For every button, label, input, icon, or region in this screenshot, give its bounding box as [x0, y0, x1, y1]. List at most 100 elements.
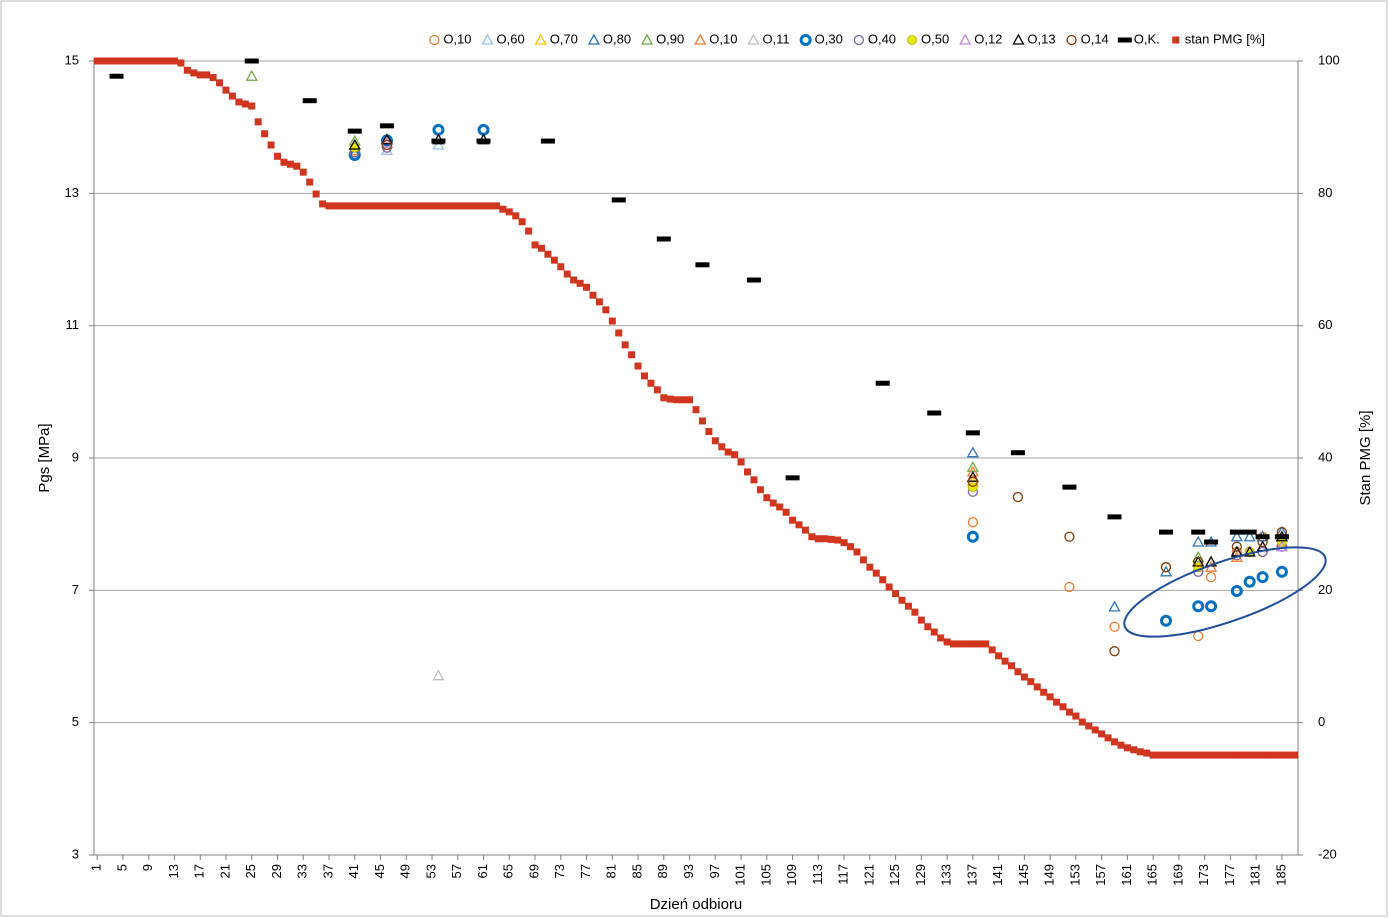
- data-point: [1130, 746, 1138, 754]
- data-point: [119, 57, 127, 65]
- x-tick-label: 5: [114, 864, 129, 871]
- data-point: [428, 202, 436, 210]
- data-point: [409, 202, 417, 210]
- data-point: [286, 160, 294, 168]
- data-point: [595, 298, 603, 306]
- data-point: [988, 646, 996, 654]
- data-point: [357, 202, 365, 210]
- data-point: [177, 59, 185, 67]
- y2-tick-label: 60: [1318, 317, 1332, 332]
- data-point: [904, 602, 912, 610]
- data-point: [872, 569, 880, 577]
- data-point: [834, 536, 842, 544]
- data-point: [1065, 708, 1073, 716]
- data-point: [1278, 751, 1286, 759]
- data-point: [106, 57, 114, 65]
- data-point: [1188, 751, 1196, 759]
- data-point: [950, 640, 958, 648]
- legend-label: O,30: [815, 31, 843, 46]
- data-point: [1220, 751, 1228, 759]
- x-tick-label: 109: [784, 864, 799, 886]
- data-point: [966, 470, 979, 482]
- data-point: [927, 410, 942, 416]
- data-point: [1201, 751, 1209, 759]
- data-point: [656, 236, 671, 242]
- legend-marker: [747, 33, 760, 45]
- legend-label: O,40: [868, 31, 896, 46]
- x-tick-label: 81: [604, 864, 619, 878]
- data-point: [744, 468, 752, 476]
- data-point: [692, 406, 700, 414]
- data-point: [1284, 751, 1292, 759]
- x-axis-title: Dzień odbioru: [650, 896, 743, 913]
- data-point: [1226, 751, 1234, 759]
- legend-item: O,12: [959, 31, 1002, 46]
- data-point: [499, 205, 507, 213]
- data-point: [859, 556, 867, 564]
- legend-item: O,80: [587, 31, 631, 46]
- x-tick-label: 137: [964, 864, 979, 886]
- data-point: [965, 430, 980, 436]
- data-point: [737, 458, 745, 466]
- y-tick-label: 15: [65, 52, 79, 67]
- data-point: [164, 57, 172, 65]
- x-tick-label: 89: [655, 864, 670, 878]
- data-point: [756, 486, 764, 494]
- x-tick-label: 185: [1273, 864, 1288, 886]
- legend-marker: [694, 33, 707, 45]
- data-point: [853, 548, 861, 556]
- data-point: [821, 535, 829, 543]
- data-point: [769, 499, 777, 507]
- legend-marker: [640, 33, 654, 45]
- x-tick-label: 165: [1145, 864, 1160, 886]
- legend-item: O,50: [907, 31, 949, 46]
- x-tick-label: 13: [166, 864, 181, 878]
- highlight-ellipse: [1123, 546, 1327, 638]
- data-point: [814, 535, 822, 543]
- data-point: [383, 202, 391, 210]
- data-point: [1274, 534, 1289, 540]
- x-tick-label: 169: [1170, 864, 1185, 886]
- data-point: [348, 138, 361, 150]
- data-point: [1156, 751, 1164, 759]
- data-point: [1243, 545, 1256, 557]
- legend-marker: [799, 34, 812, 46]
- data-point: [1159, 529, 1174, 535]
- data-point: [1059, 703, 1067, 711]
- data-point: [1193, 556, 1204, 568]
- data-point: [380, 133, 394, 145]
- data-point: [518, 218, 526, 226]
- data-point: [183, 66, 191, 74]
- data-point: [653, 386, 661, 394]
- data-point: [570, 276, 578, 284]
- data-point: [615, 329, 623, 337]
- legend-marker: [959, 33, 972, 45]
- data-point: [1064, 531, 1075, 542]
- data-point: [525, 227, 533, 235]
- data-point: [1291, 751, 1299, 759]
- data-point: [540, 138, 555, 144]
- data-point: [492, 202, 500, 210]
- data-point: [228, 92, 236, 100]
- data-point: [196, 71, 204, 79]
- data-point: [1275, 540, 1289, 552]
- x-tick-label: 1: [89, 864, 104, 871]
- data-point: [1168, 751, 1176, 759]
- data-point: [145, 57, 153, 65]
- data-point: [1162, 751, 1170, 759]
- x-tick-label: 33: [295, 864, 310, 878]
- data-point: [1181, 751, 1189, 759]
- data-point: [1192, 550, 1205, 562]
- data-point: [1192, 535, 1205, 547]
- data-point: [1233, 751, 1241, 759]
- data-point: [1256, 571, 1269, 584]
- data-point: [640, 372, 648, 380]
- data-point: [1117, 741, 1125, 749]
- data-point: [563, 270, 571, 278]
- data-point: [698, 417, 706, 425]
- data-point: [1053, 698, 1061, 706]
- data-point: [331, 202, 339, 210]
- data-point: [711, 437, 719, 445]
- data-point: [460, 202, 468, 210]
- data-point: [634, 362, 642, 370]
